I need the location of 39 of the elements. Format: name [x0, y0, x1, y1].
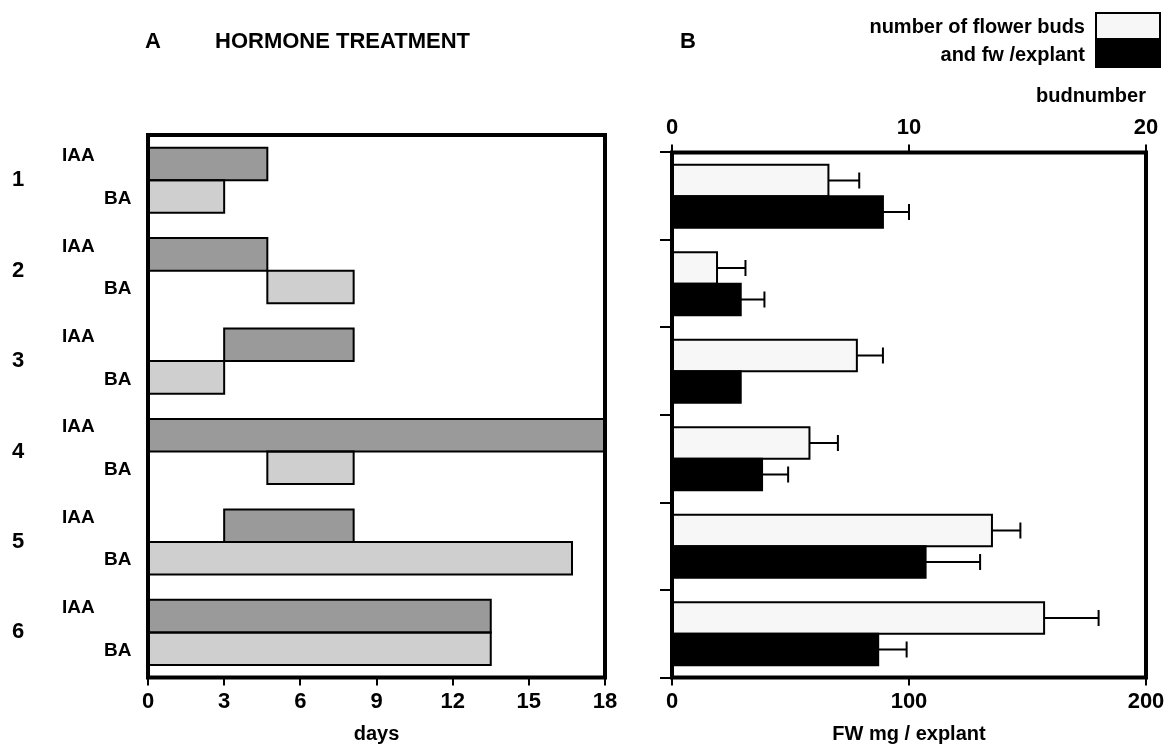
- x2-tick-label: 0: [665, 114, 679, 140]
- text: BA: [104, 638, 132, 660]
- text: IAA: [62, 415, 95, 437]
- text: IAA: [62, 596, 95, 618]
- x-tick-label: 200: [1127, 687, 1165, 713]
- y-tick-label: 3: [11, 347, 25, 373]
- text: IAA: [62, 144, 95, 166]
- text: A: [145, 28, 161, 54]
- y-tick-label: 2: [11, 256, 25, 282]
- x2-tick-label: 10: [896, 114, 922, 140]
- chart-title: HORMONE TREATMENT: [215, 28, 471, 54]
- legend-label: number of flower buds: [869, 14, 1085, 39]
- x-tick-label: 0: [665, 687, 679, 713]
- text: BA: [104, 548, 132, 570]
- x-tick-label: 3: [218, 687, 231, 713]
- y-tick-label: 1: [11, 166, 25, 192]
- text: IAA: [62, 325, 95, 347]
- text: BA: [104, 277, 132, 299]
- x-tick-label: 100: [890, 687, 928, 713]
- x-axis-title: days: [353, 721, 400, 744]
- y-tick-label: 4: [11, 437, 25, 463]
- legend-label: and fw /explant: [940, 42, 1085, 67]
- x2-tick-label: 20: [1133, 114, 1159, 140]
- x-tick-label: 9: [370, 687, 383, 713]
- series-label: BA: [104, 186, 132, 208]
- x-tick-label: 15: [516, 687, 542, 713]
- text: IAA: [62, 505, 95, 527]
- y-tick-label: 6: [11, 618, 25, 644]
- text: IAA: [62, 234, 95, 256]
- x-axis-title: FW mg / explant: [832, 721, 987, 744]
- text: B: [680, 28, 696, 54]
- x-tick-label: 0: [141, 687, 155, 713]
- x-tick-label: 18: [592, 687, 618, 713]
- y-tick-label: 5: [11, 528, 25, 554]
- text: BA: [104, 458, 132, 480]
- x2-axis-title: budnumber: [1036, 83, 1147, 106]
- text: BA: [104, 367, 132, 389]
- x-tick-label: 12: [440, 687, 465, 713]
- x-tick-label: 6: [294, 687, 307, 713]
